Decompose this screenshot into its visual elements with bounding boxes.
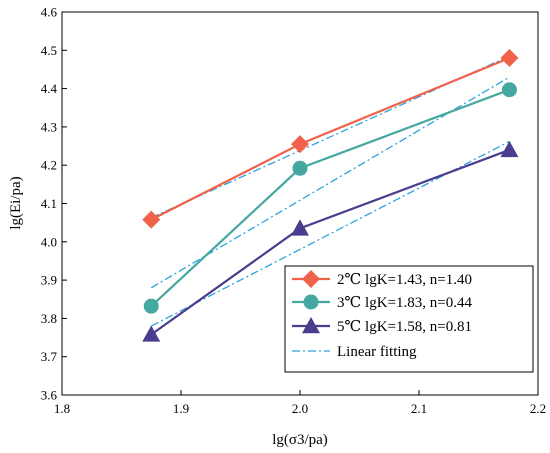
x-tick-label: 2.1 xyxy=(411,401,427,416)
legend-marker xyxy=(302,270,320,288)
axis-ticks: 1.8 1.9 2.0 2.1 2.2 3.6 3.7 3.8 3.9 4.0 4.1 4.2 4.3 4… xyxy=(41,5,546,417)
y-tick-label: 4.1 xyxy=(41,196,57,211)
x-tick-label: 1.8 xyxy=(54,401,70,416)
data-point xyxy=(500,140,519,158)
data-point xyxy=(291,135,309,154)
y-tick-label: 4.2 xyxy=(41,158,57,173)
data-point xyxy=(142,325,161,342)
legend-box xyxy=(284,265,534,373)
y-tick-label: 3.7 xyxy=(41,349,58,364)
data-point xyxy=(143,298,159,314)
x-tick-label: 2.0 xyxy=(292,401,308,416)
legend-item: 5℃ lgK=1.58, n=0.81 xyxy=(292,317,472,335)
legend-item: 3℃ lgK=1.83, n=0.44 xyxy=(292,294,472,311)
data-point xyxy=(501,82,517,98)
x-axis-title: lg(σ3/pa) xyxy=(272,432,328,448)
data-point xyxy=(500,48,519,67)
legend-label: 2℃ lgK=1.43, n=1.40 xyxy=(337,272,472,288)
series-group xyxy=(142,48,519,342)
linear-fit-line xyxy=(150,140,510,327)
y-tick-label: 4.4 xyxy=(41,81,58,96)
legend-marker xyxy=(302,317,320,334)
legend-item: Linear fitting xyxy=(292,344,417,360)
legend: 2℃ lgK=1.43, n=1.40 3℃ lgK=1.83, n=0.44 5℃… xyxy=(284,265,534,373)
legend-label: 5℃ lgK=1.58, n=0.81 xyxy=(337,319,472,335)
series-line xyxy=(150,56,510,221)
y-axis-title: lg(Ei/pa) xyxy=(8,176,24,229)
legend-label: Linear fitting xyxy=(337,344,417,360)
data-point xyxy=(291,219,309,236)
legend-item: 2℃ lgK=1.43, n=1.40 xyxy=(292,270,472,288)
x-tick-label: 2.2 xyxy=(530,401,546,416)
legend-label: 3℃ lgK=1.83, n=0.44 xyxy=(337,295,472,311)
y-tick-label: 3.9 xyxy=(41,273,57,288)
data-point xyxy=(142,210,161,229)
data-point xyxy=(292,160,308,176)
y-tick-label: 3.6 xyxy=(41,388,58,403)
y-tick-label: 4.5 xyxy=(41,43,57,58)
x-tick-label: 1.9 xyxy=(173,401,189,416)
y-tick-label: 4.6 xyxy=(41,5,58,20)
y-tick-label: 3.8 xyxy=(41,311,57,326)
linear-fit-line xyxy=(150,76,510,289)
y-tick-label: 4.3 xyxy=(41,119,57,134)
legend-marker xyxy=(303,294,319,310)
y-tick-label: 4.0 xyxy=(41,234,57,249)
